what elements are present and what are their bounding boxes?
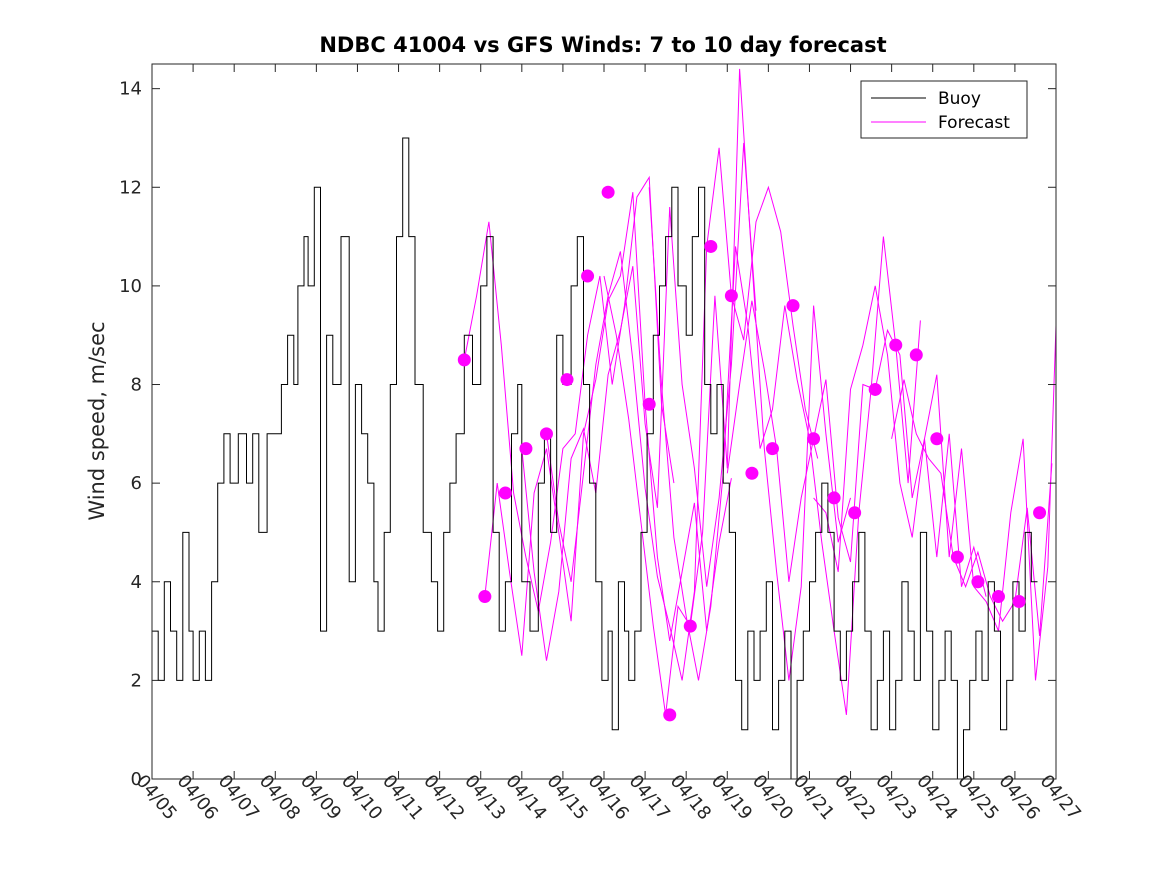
forecast-marker (971, 575, 985, 589)
forecast-marker (560, 373, 574, 387)
legend-forecast-label: Forecast (938, 113, 1010, 133)
forecast-marker (539, 427, 553, 441)
forecast-marker (601, 185, 615, 199)
x-tick-label: 04/27 (1035, 771, 1084, 824)
y-tick-label: 10 (119, 276, 142, 297)
y-tick-label: 12 (119, 177, 142, 198)
forecast-line-7 (813, 285, 1056, 681)
y-tick-label: 2 (131, 670, 142, 691)
y-tick-label: 4 (131, 572, 142, 593)
y-tick-label: 14 (119, 79, 142, 100)
forecast-line-8 (891, 379, 1053, 637)
y-tick-label: 6 (131, 473, 142, 494)
forecast-marker (909, 348, 923, 362)
forecast-marker (663, 708, 677, 722)
forecast-line-2 (521, 142, 757, 661)
forecast-line-0 (463, 175, 675, 612)
forecast-line-5 (648, 187, 921, 715)
forecast-marker (848, 506, 862, 520)
chart-title: NDBC 41004 vs GFS Winds: 7 to 10 day for… (319, 33, 886, 57)
forecast-marker (827, 491, 841, 505)
legend-buoy-label: Buoy (938, 89, 981, 109)
buoy-line (152, 137, 1038, 779)
forecast-line-4 (603, 68, 851, 715)
forecast-marker (930, 432, 944, 446)
forecast-marker (581, 269, 595, 283)
forecast-marker (457, 353, 471, 367)
forecast-line-3 (546, 147, 819, 681)
forecast-marker (807, 432, 821, 446)
legend: Buoy Forecast (860, 80, 1028, 139)
forecast-line-1 (484, 192, 732, 656)
forecast-marker (786, 299, 800, 313)
forecast-marker (498, 486, 512, 500)
forecast-marker (1033, 506, 1047, 520)
forecast-marker (1012, 594, 1026, 608)
forecast-marker (724, 289, 738, 303)
forecast-marker (478, 590, 492, 604)
forecast-marker (868, 382, 882, 396)
legend-box (860, 80, 1028, 139)
forecast-marker (765, 442, 779, 456)
forecast-marker (889, 338, 903, 352)
y-tick-label: 8 (131, 375, 142, 396)
y-axis-label: Wind speed, m/sec (85, 321, 109, 520)
forecast-marker (991, 590, 1005, 604)
forecast-line-6 (726, 300, 987, 597)
forecast-marker (704, 239, 718, 253)
forecast-marker (950, 550, 964, 564)
forecast-marker (745, 466, 759, 480)
forecast-marker (683, 619, 697, 633)
forecast-marker (519, 442, 533, 456)
y-tick-label: 0 (131, 769, 142, 790)
forecast-marker (642, 397, 656, 411)
